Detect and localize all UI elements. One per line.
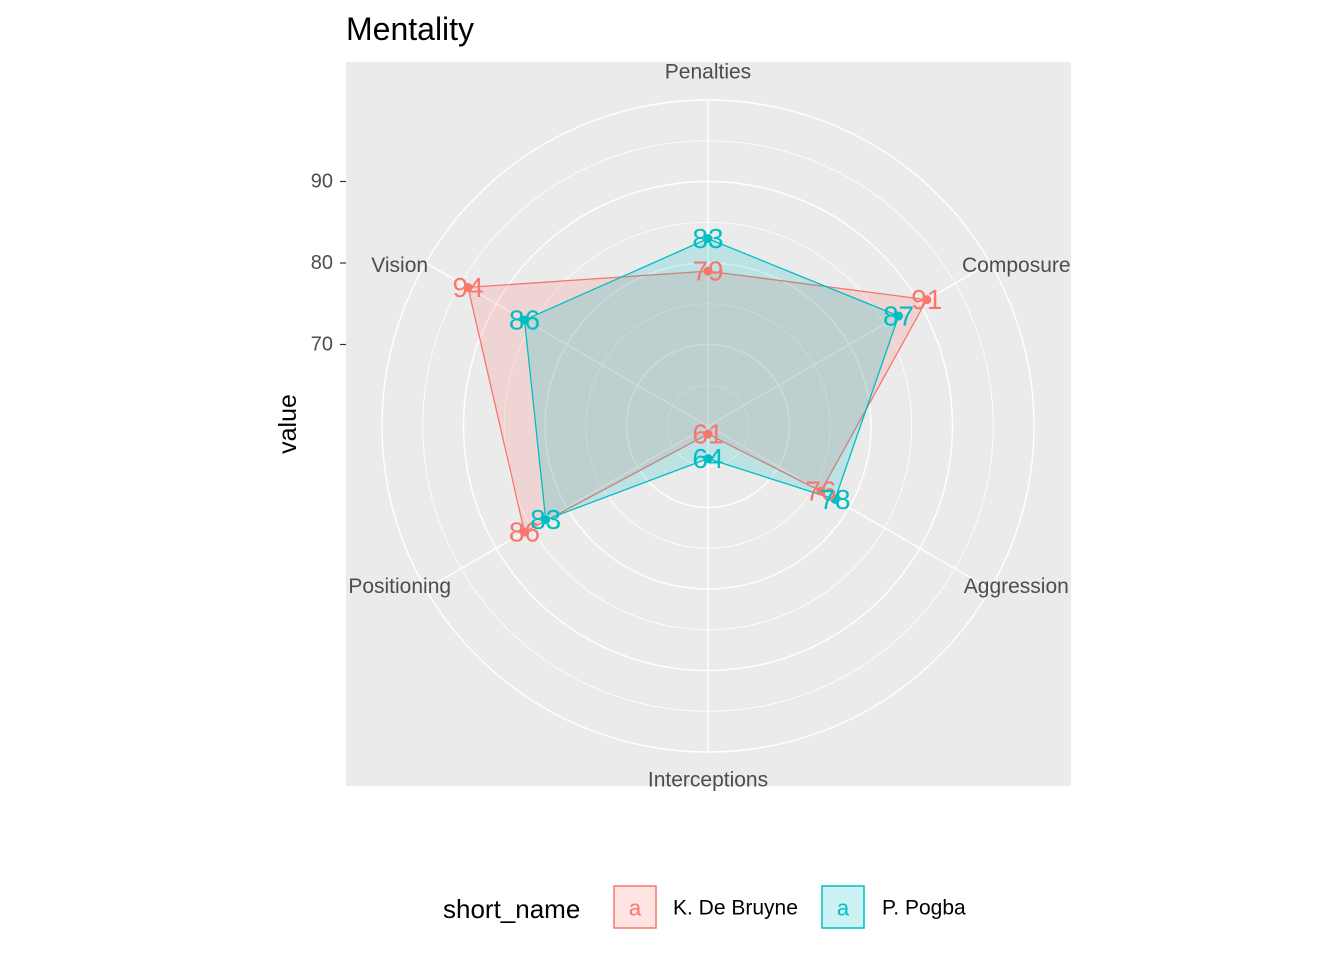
- data-point: [830, 494, 840, 504]
- legend-key: [613, 885, 657, 929]
- category-label: Vision: [371, 254, 428, 277]
- data-label: 64: [692, 443, 723, 474]
- category-label: Composure: [962, 254, 1071, 277]
- data-label: 87: [883, 300, 914, 331]
- legend-item-label: K. De Bruyne: [673, 897, 798, 920]
- legend-title: short_name: [443, 894, 580, 924]
- data-point: [541, 515, 551, 525]
- data-point: [816, 486, 826, 496]
- legend: short_name a K. De Bruyne a P. Pogba: [443, 885, 966, 929]
- data-label: 79: [692, 256, 723, 287]
- y-tick-label: 90: [311, 171, 333, 193]
- data-label: 91: [911, 284, 942, 315]
- y-axis-label: value: [274, 394, 302, 454]
- data-point: [519, 315, 529, 325]
- category-spokes: [425, 100, 991, 752]
- spoke-line: [707, 425, 991, 590]
- data-point: [703, 429, 713, 439]
- legend-item-label: P. Pogba: [882, 897, 966, 920]
- category-labels: Penalties Composure Aggression Interception…: [348, 61, 1070, 792]
- data-label: 76: [805, 476, 836, 507]
- data-point: [922, 295, 932, 305]
- data-label: 94: [452, 272, 483, 303]
- y-tick-label: 70: [311, 334, 333, 356]
- data-label: 61: [692, 419, 723, 450]
- data-point: [894, 311, 904, 321]
- y-tick-label: 80: [311, 252, 333, 274]
- spoke-line: [707, 262, 991, 427]
- data-point: [703, 454, 713, 464]
- spoke-line: [425, 425, 709, 590]
- data-label: 83: [692, 223, 723, 254]
- legend-key-glyph: a: [629, 896, 642, 921]
- spoke-line: [425, 262, 709, 427]
- data-point: [703, 266, 713, 276]
- chart-title: Mentality: [346, 11, 474, 47]
- legend-key: [821, 885, 865, 929]
- data-point: [463, 282, 473, 292]
- series-polygons: [467, 237, 928, 533]
- category-label: Interceptions: [648, 769, 768, 792]
- y-axis: 70 80 90: [311, 171, 346, 356]
- category-label: Aggression: [964, 575, 1069, 598]
- data-point: [703, 234, 713, 244]
- data-label: 78: [819, 484, 850, 515]
- legend-key-glyph: a: [837, 896, 850, 921]
- series-points: [463, 234, 932, 537]
- data-label: 86: [509, 305, 540, 336]
- category-label: Penalties: [665, 61, 751, 84]
- category-label: Positioning: [348, 575, 451, 598]
- data-label: 83: [530, 504, 561, 535]
- data-label: 86: [509, 516, 540, 547]
- data-point: [519, 527, 529, 537]
